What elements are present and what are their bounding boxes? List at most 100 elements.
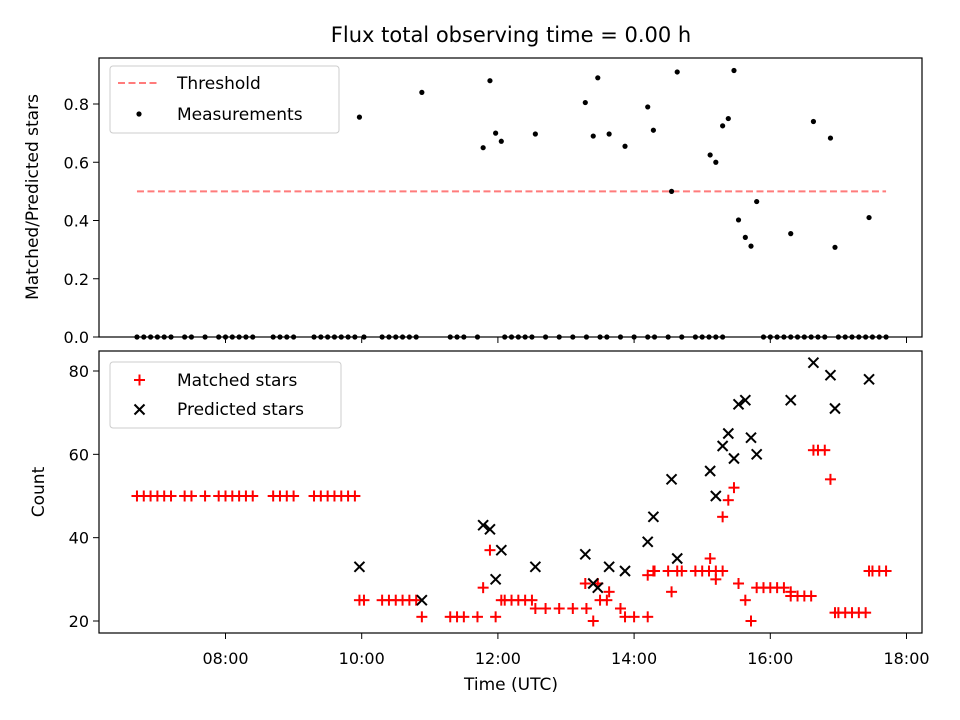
measurement-point bbox=[582, 99, 588, 106]
matched-star-point bbox=[880, 565, 892, 577]
bottom-x-tick-label: 12:00 bbox=[475, 649, 521, 668]
matched-star-point bbox=[647, 565, 659, 577]
predicted-star-point bbox=[489, 573, 502, 586]
top-y-tick-label: 0.0 bbox=[64, 328, 89, 347]
measurement-point bbox=[754, 198, 760, 205]
matched-star-point bbox=[733, 578, 745, 589]
bottom-x-tick-label: 16:00 bbox=[747, 649, 793, 668]
matched-star-point bbox=[349, 490, 361, 502]
top-y-tick-label: 0.6 bbox=[64, 153, 89, 172]
measurement-point bbox=[866, 214, 872, 221]
matched-star-point bbox=[785, 586, 797, 598]
measurement-point bbox=[810, 118, 817, 125]
matched-star-point bbox=[601, 594, 613, 606]
predicted-star-point bbox=[477, 519, 489, 531]
predicted-star-point bbox=[619, 565, 631, 577]
matched-star-point bbox=[778, 582, 790, 594]
measurement-point bbox=[498, 138, 504, 144]
bottom-y-axis-label: Count bbox=[29, 466, 49, 517]
predicted-star-point bbox=[579, 548, 592, 561]
measurement-point bbox=[720, 123, 726, 129]
predicted-star-point bbox=[728, 452, 740, 465]
predicted-star-point bbox=[863, 373, 875, 386]
predicted-star-point bbox=[484, 523, 496, 536]
measurement-point bbox=[788, 231, 794, 237]
measurement-point bbox=[725, 115, 731, 122]
legend-matched-label: Matched stars bbox=[177, 371, 297, 391]
measurement-point bbox=[674, 69, 680, 75]
bottom-legend-box bbox=[109, 361, 342, 429]
measurement-point bbox=[606, 131, 612, 137]
matched-star-point bbox=[603, 586, 615, 598]
predicted-star-point bbox=[745, 431, 757, 444]
matched-star-point bbox=[717, 511, 729, 523]
predicted-star-point bbox=[647, 511, 660, 523]
legend-matched-marker bbox=[134, 374, 145, 386]
measurement-point bbox=[356, 114, 363, 120]
bottom-x-ticks: 08:00 10:00 12:00 14:00 16:00 18:00 bbox=[202, 633, 930, 668]
measurement-point bbox=[713, 159, 719, 165]
measurement-point bbox=[742, 234, 748, 240]
top-x-ticks bbox=[225, 337, 907, 343]
matched-star-point bbox=[358, 594, 370, 606]
top-panel: Flux total observing time = 0.00 h 0.00.… bbox=[23, 23, 923, 347]
predicted-star-point bbox=[722, 427, 735, 440]
matched-star-point bbox=[484, 544, 496, 556]
top-y-tick-label: 0.8 bbox=[64, 95, 89, 114]
legend-measurements-label: Measurements bbox=[177, 105, 303, 125]
predicted-star-point bbox=[732, 398, 745, 411]
matched-star-point bbox=[666, 586, 678, 598]
matched-star-point bbox=[553, 603, 565, 614]
matched-star-point bbox=[471, 611, 483, 623]
matched-star-point bbox=[477, 582, 489, 594]
predicted-star-point bbox=[603, 561, 615, 573]
measurement-point bbox=[487, 78, 493, 84]
x-axis-label: Time (UTC) bbox=[463, 675, 558, 695]
bottom-legend: Matched stars Predicted stars bbox=[109, 361, 342, 429]
measurement-point bbox=[707, 152, 713, 158]
matched-star-point bbox=[805, 590, 817, 602]
predicted-star-point bbox=[704, 465, 716, 477]
matched-star-point bbox=[526, 594, 538, 606]
matched-star-point bbox=[614, 603, 626, 614]
top-y-ticks: 0.0 0.2 0.4 0.6 0.8 bbox=[64, 95, 99, 347]
top-axes-frame bbox=[98, 57, 923, 338]
predicted-star-point bbox=[716, 440, 729, 452]
measurement-point bbox=[595, 75, 601, 81]
legend-measurements-marker bbox=[136, 111, 142, 117]
matched-star-point bbox=[717, 565, 729, 577]
bottom-y-tick-label: 40 bbox=[69, 529, 89, 548]
matched-star-point bbox=[745, 615, 757, 627]
predicted-star-point bbox=[671, 552, 683, 565]
bottom-x-tick-label: 18:00 bbox=[883, 649, 929, 668]
predicted-star-point bbox=[824, 369, 837, 381]
predicted-star-point bbox=[829, 402, 841, 415]
matched-star-point bbox=[739, 594, 751, 606]
matched-star-point bbox=[580, 603, 592, 614]
measurement-point bbox=[735, 217, 742, 223]
matched-star-point bbox=[410, 594, 422, 606]
matched-star-point bbox=[529, 603, 541, 614]
legend-predicted-marker bbox=[133, 403, 146, 416]
matched-star-point bbox=[642, 611, 654, 623]
bottom-y-tick-label: 60 bbox=[69, 445, 89, 464]
measurement-point bbox=[493, 130, 499, 136]
matched-star-point bbox=[165, 490, 177, 502]
measurement-point bbox=[827, 135, 834, 141]
measurement-point bbox=[645, 104, 651, 110]
predicted-star-point bbox=[529, 561, 542, 573]
predicted-star-point bbox=[353, 561, 366, 573]
predicted-star-point bbox=[416, 594, 428, 606]
matched-star-point bbox=[704, 553, 716, 564]
bottom-x-tick-label: 14:00 bbox=[611, 649, 657, 668]
top-legend: Threshold Measurements bbox=[109, 65, 340, 134]
matched-star-point bbox=[728, 482, 740, 494]
matched-star-point bbox=[710, 573, 722, 585]
matched-star-point bbox=[587, 615, 599, 627]
bottom-x-tick-label: 08:00 bbox=[202, 649, 248, 668]
bottom-axes-frame bbox=[98, 350, 923, 634]
predicted-star-point bbox=[807, 356, 820, 369]
matched-star-point bbox=[288, 490, 300, 502]
matched-star-point bbox=[642, 569, 654, 581]
